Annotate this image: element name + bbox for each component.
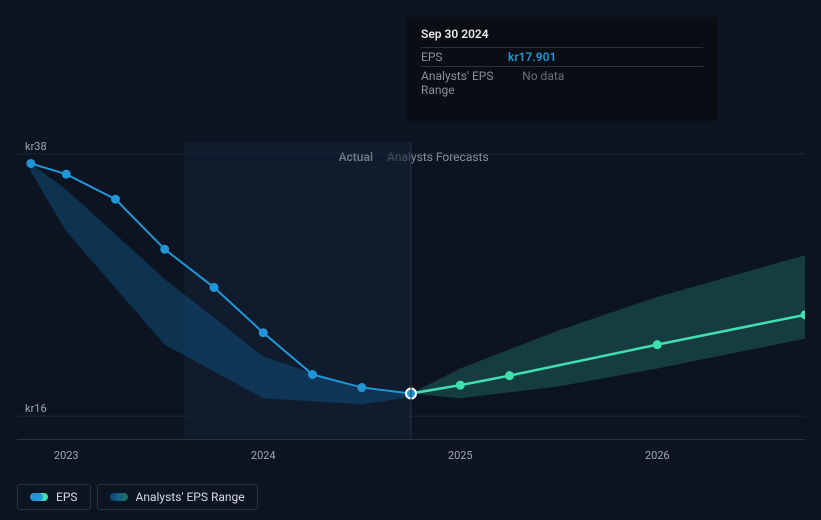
tooltip-value: No data [522, 69, 703, 97]
x-axis-tick: 2023 [54, 449, 79, 462]
tooltip-row-eps: EPS kr17.901 [421, 50, 703, 64]
chart-plot-area: Actual Analysts Forecasts [17, 142, 805, 440]
legend-dot-icon [115, 493, 123, 501]
tooltip-row-range: Analysts' EPS Range No data [421, 69, 703, 97]
tooltip-separator [421, 47, 703, 48]
legend-swatch-icon [30, 493, 48, 501]
legend-item-eps[interactable]: EPS [17, 484, 91, 510]
tooltip-date: Sep 30 2024 [421, 27, 703, 41]
eps-chart[interactable]: kr16 kr38 Actual Analysts Forecasts 2023… [17, 130, 805, 440]
legend-label: EPS [56, 490, 78, 504]
x-axis-tick: 2024 [251, 449, 276, 462]
x-axis-tick: 2025 [448, 449, 473, 462]
chart-legend: EPS Analysts' EPS Range [17, 484, 258, 510]
tooltip-key: EPS [421, 50, 443, 64]
x-axis-tick: 2026 [645, 449, 670, 462]
chart-svg [17, 142, 805, 440]
tooltip-separator [421, 66, 703, 67]
legend-dot-icon [35, 493, 43, 501]
tooltip-value: kr17.901 [508, 50, 703, 64]
chart-tooltip: Sep 30 2024 EPS kr17.901 Analysts' EPS R… [407, 17, 717, 121]
legend-item-range[interactable]: Analysts' EPS Range [97, 484, 258, 510]
legend-label: Analysts' EPS Range [136, 490, 245, 504]
tooltip-key: Analysts' EPS Range [421, 69, 522, 97]
legend-swatch-icon [110, 493, 128, 501]
